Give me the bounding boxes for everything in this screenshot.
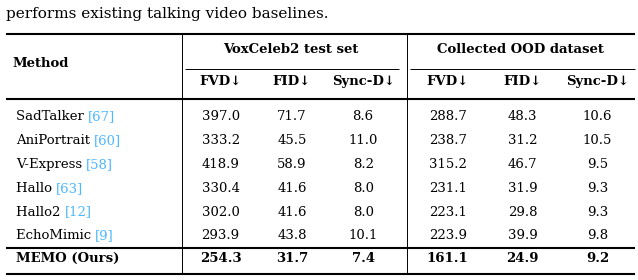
Text: VoxCeleb2 test set: VoxCeleb2 test set	[223, 43, 358, 56]
Text: V-Express: V-Express	[16, 158, 86, 171]
Text: [12]: [12]	[64, 206, 92, 219]
Text: 223.9: 223.9	[429, 229, 466, 242]
Text: FVD↓: FVD↓	[200, 75, 242, 88]
Text: 238.7: 238.7	[429, 134, 466, 147]
Text: 43.8: 43.8	[277, 229, 307, 242]
Text: 223.1: 223.1	[429, 206, 466, 219]
Text: 39.9: 39.9	[508, 229, 537, 242]
Text: MEMO (Ours): MEMO (Ours)	[16, 252, 119, 265]
Text: 333.2: 333.2	[202, 134, 240, 147]
Text: 41.6: 41.6	[277, 206, 307, 219]
Text: 58.9: 58.9	[277, 158, 307, 171]
Text: FVD↓: FVD↓	[427, 75, 469, 88]
Text: 11.0: 11.0	[348, 134, 378, 147]
Text: 302.0: 302.0	[202, 206, 240, 219]
Text: 254.3: 254.3	[200, 252, 241, 265]
Text: Hallo2: Hallo2	[16, 206, 64, 219]
Text: 8.0: 8.0	[353, 182, 374, 195]
Text: SadTalker: SadTalker	[16, 110, 88, 123]
Text: 161.1: 161.1	[427, 252, 468, 265]
Text: 48.3: 48.3	[508, 110, 537, 123]
Text: 231.1: 231.1	[429, 182, 466, 195]
Text: 10.5: 10.5	[582, 134, 612, 147]
Text: 7.4: 7.4	[352, 252, 375, 265]
Text: 45.5: 45.5	[277, 134, 307, 147]
Text: 8.0: 8.0	[353, 206, 374, 219]
Text: 8.2: 8.2	[353, 158, 374, 171]
Text: 46.7: 46.7	[508, 158, 537, 171]
Text: [67]: [67]	[88, 110, 115, 123]
Text: 9.5: 9.5	[587, 158, 608, 171]
Text: 24.9: 24.9	[507, 252, 538, 265]
Text: 9.2: 9.2	[586, 252, 609, 265]
Text: 288.7: 288.7	[429, 110, 466, 123]
Text: EchoMimic: EchoMimic	[16, 229, 95, 242]
Text: 31.7: 31.7	[276, 252, 308, 265]
Text: FID↓: FID↓	[503, 75, 542, 88]
Text: 418.9: 418.9	[202, 158, 240, 171]
Text: FID↓: FID↓	[273, 75, 311, 88]
Text: [58]: [58]	[86, 158, 114, 171]
Text: [63]: [63]	[56, 182, 84, 195]
Text: 31.2: 31.2	[508, 134, 537, 147]
Text: AniPortrait: AniPortrait	[16, 134, 94, 147]
Text: Collected OOD dataset: Collected OOD dataset	[438, 43, 604, 56]
Text: 10.1: 10.1	[348, 229, 378, 242]
Text: 397.0: 397.0	[202, 110, 240, 123]
Text: Sync-D↓: Sync-D↓	[566, 75, 629, 88]
Text: 9.3: 9.3	[587, 206, 608, 219]
Text: [60]: [60]	[94, 134, 121, 147]
Text: 41.6: 41.6	[277, 182, 307, 195]
Text: 8.6: 8.6	[353, 110, 374, 123]
Text: Method: Method	[13, 57, 69, 70]
Text: Hallo: Hallo	[16, 182, 56, 195]
Text: 10.6: 10.6	[582, 110, 612, 123]
Text: Sync-D↓: Sync-D↓	[332, 75, 395, 88]
Text: 29.8: 29.8	[508, 206, 537, 219]
Text: 9.8: 9.8	[587, 229, 608, 242]
Text: 9.3: 9.3	[587, 182, 608, 195]
Text: performs existing talking video baselines.: performs existing talking video baseline…	[6, 7, 329, 21]
Text: 71.7: 71.7	[277, 110, 307, 123]
Text: 293.9: 293.9	[202, 229, 240, 242]
Text: 330.4: 330.4	[202, 182, 240, 195]
Text: 315.2: 315.2	[429, 158, 466, 171]
Text: [9]: [9]	[95, 229, 114, 242]
Text: 31.9: 31.9	[508, 182, 537, 195]
